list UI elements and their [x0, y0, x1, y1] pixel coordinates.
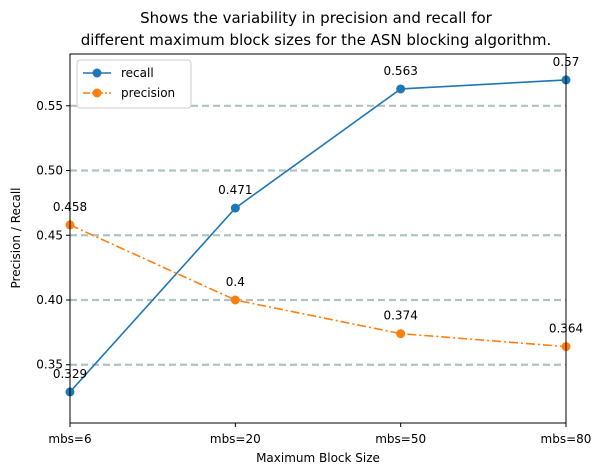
y-tick-label: 0.45 — [36, 228, 63, 242]
data-label-recall: 0.57 — [553, 55, 580, 69]
chart-title-line-2: different maximum block sizes for the AS… — [81, 31, 552, 49]
y-tick-label: 0.35 — [36, 358, 63, 372]
x-tick-label: mbs=50 — [375, 432, 426, 446]
legend-box — [76, 59, 192, 109]
x-tick-label: mbs=6 — [48, 432, 91, 446]
y-tick-label: 0.55 — [36, 99, 63, 113]
data-label-recall: 0.329 — [53, 367, 87, 381]
legend-recall-marker — [92, 68, 102, 78]
data-label-recall: 0.563 — [383, 64, 417, 78]
legend-precision-label: precision — [121, 86, 175, 100]
point-precision — [230, 295, 240, 305]
y-tick-label: 0.40 — [36, 293, 63, 307]
series-line-recall — [69, 79, 567, 393]
data-label-recall: 0.471 — [218, 183, 252, 197]
y-axis-label: Precision / Recall — [9, 187, 23, 288]
x-tick-label: mbs=20 — [210, 432, 261, 446]
legend-precision-marker — [92, 88, 102, 98]
y-axis-ticks: 0.35 0.40 0.45 0.50 0.55 — [36, 99, 70, 372]
point-recall — [396, 84, 406, 94]
data-labels: 0.329 0.471 0.563 0.57 0.458 0.4 0.374 0.364 — [53, 55, 583, 381]
data-label-precision: 0.4 — [226, 275, 245, 289]
data-label-precision: 0.364 — [549, 322, 583, 336]
series-line-precision — [69, 224, 567, 348]
plot-frame — [69, 53, 567, 424]
data-label-precision: 0.458 — [53, 200, 87, 214]
x-tick-label: mbs=80 — [541, 432, 592, 446]
grid-lines — [70, 104, 566, 366]
point-precision — [396, 329, 406, 339]
x-axis-ticks: mbs=6 mbs=20 mbs=50 mbs=80 — [48, 423, 591, 446]
data-label-precision: 0.374 — [383, 309, 417, 323]
point-recall — [230, 203, 240, 213]
legend: recall precision — [76, 59, 192, 109]
chart-title-line-1: Shows the variability in precision and r… — [140, 9, 493, 27]
y-tick-label: 0.50 — [36, 164, 63, 178]
legend-recall-label: recall — [121, 66, 154, 80]
x-axis-label: Maximum Block Size — [256, 451, 380, 465]
